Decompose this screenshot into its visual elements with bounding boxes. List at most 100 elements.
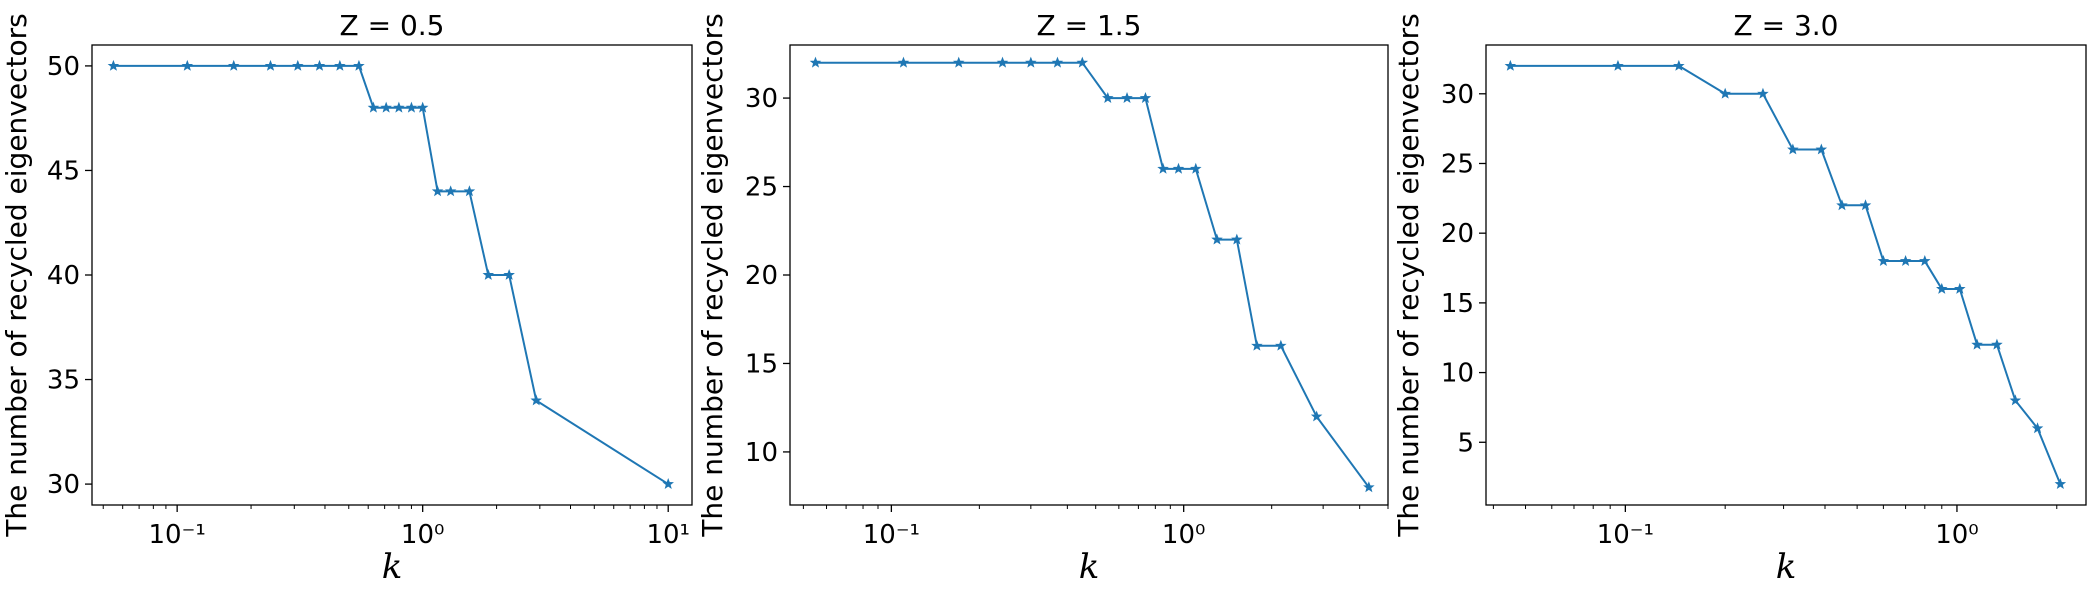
data-point <box>1051 56 1064 68</box>
data-point <box>1877 255 1890 266</box>
data-point <box>353 59 365 71</box>
data-point <box>181 59 194 71</box>
data-point <box>1971 338 1983 350</box>
data-point <box>393 101 405 113</box>
data-point <box>809 56 822 68</box>
x-tick-label: 10⁻¹ <box>1597 520 1654 550</box>
data-point <box>1815 143 1828 155</box>
data-point <box>482 268 495 280</box>
y-axis-label: The number of recycled eigenvectors <box>696 13 729 537</box>
data-point <box>367 101 380 113</box>
data-point <box>1757 87 1769 99</box>
data-point <box>1102 92 1114 103</box>
y-tick-label: 10 <box>1441 359 1474 389</box>
y-tick-label: 15 <box>745 349 778 379</box>
data-point <box>1954 282 1966 294</box>
plot-frame <box>1485 44 2087 506</box>
data-point <box>503 268 515 280</box>
data-point <box>1025 56 1037 68</box>
data-point <box>1363 481 1375 493</box>
x-tick-label: 10⁰ <box>1935 520 1979 550</box>
y-tick-label: 25 <box>1441 149 1474 179</box>
chart-panel-z-0.5: 10⁻¹ 10⁰ 10¹ 30 35 40 45 50 Z = 0.5 k The number o… <box>0 9 693 587</box>
data-point <box>996 56 1009 68</box>
data-point <box>292 59 304 71</box>
plot-frame <box>789 44 1389 506</box>
y-tick-label: 20 <box>745 261 778 291</box>
plot-frame <box>91 44 693 506</box>
data-point <box>1275 339 1287 351</box>
y-tick-label: 30 <box>47 470 80 500</box>
series-line <box>113 64 669 485</box>
data-point <box>227 59 240 71</box>
y-tick-label: 30 <box>1441 80 1474 110</box>
data-point <box>530 394 542 406</box>
data-point <box>1836 199 1848 211</box>
data-point <box>1251 339 1263 351</box>
data-point <box>1139 92 1152 103</box>
x-axis-label: k <box>1079 547 1100 587</box>
data-point <box>662 478 674 489</box>
y-tick-label: 45 <box>47 156 80 186</box>
y-axis-label: The number of recycled eigenvectors <box>0 13 33 537</box>
data-point <box>107 59 120 71</box>
y-tick-label: 20 <box>1441 219 1474 249</box>
data-point <box>2054 478 2067 489</box>
data-point <box>1190 162 1202 174</box>
y-tick-label: 35 <box>47 366 80 396</box>
data-point <box>1673 59 1685 71</box>
data-point <box>334 59 346 71</box>
series-line <box>1510 64 2062 485</box>
series-line <box>815 61 1370 488</box>
chart-title: Z = 0.5 <box>340 9 445 42</box>
data-point <box>1936 282 1948 294</box>
data-point <box>1899 255 1912 266</box>
y-tick-label: 30 <box>745 84 778 114</box>
data-point <box>380 101 392 113</box>
data-point <box>1121 92 1133 103</box>
data-point <box>1991 338 2003 350</box>
chart-panel-z-3.0: 10⁻¹ 10⁰ 5 10 15 20 25 30 Z = 3.0 k The number of … <box>1392 9 2087 587</box>
x-tick-label: 10⁰ <box>401 520 445 550</box>
chart-title: Z = 3.0 <box>1734 9 1839 42</box>
chart-title: Z = 1.5 <box>1037 9 1142 42</box>
data-point <box>2009 394 2022 406</box>
data-point <box>1504 59 1517 71</box>
data-point <box>952 56 965 68</box>
data-point <box>405 101 418 113</box>
x-axis-label: k <box>382 547 403 587</box>
data-point <box>264 59 277 71</box>
y-tick-label: 15 <box>1441 289 1474 319</box>
y-tick-label: 50 <box>47 52 80 82</box>
data-point <box>1157 162 1169 174</box>
data-point <box>1310 410 1323 422</box>
y-tick-label: 40 <box>47 261 80 291</box>
x-axis-label: k <box>1776 547 1797 587</box>
y-tick-label: 5 <box>1457 428 1474 458</box>
data-point <box>1787 143 1799 155</box>
y-tick-label: 25 <box>745 173 778 203</box>
data-point <box>1231 233 1243 245</box>
y-tick-label: 10 <box>745 438 778 468</box>
data-point <box>1172 162 1185 174</box>
data-point <box>1719 87 1731 99</box>
data-point <box>463 185 476 197</box>
x-tick-label: 10⁻¹ <box>863 520 920 550</box>
x-tick-label: 10⁰ <box>1162 520 1206 550</box>
data-point <box>1859 199 1872 211</box>
x-tick-label: 10⁻¹ <box>149 520 206 550</box>
data-point <box>1211 233 1223 245</box>
data-point <box>897 56 910 68</box>
chart-panel-z-1.5: 10⁻¹ 10⁰ 10 15 20 25 30 Z = 1.5 k The number of r… <box>696 9 1389 587</box>
data-point <box>1612 59 1624 71</box>
data-point <box>444 185 457 197</box>
y-axis-label: The number of recycled eigenvectors <box>1392 13 1425 537</box>
x-tick-label: 10¹ <box>646 520 690 550</box>
data-point <box>1076 56 1089 68</box>
data-point <box>431 185 444 197</box>
data-point <box>416 101 429 113</box>
data-point <box>2031 422 2044 434</box>
data-point <box>313 59 326 71</box>
data-point <box>1919 255 1931 266</box>
